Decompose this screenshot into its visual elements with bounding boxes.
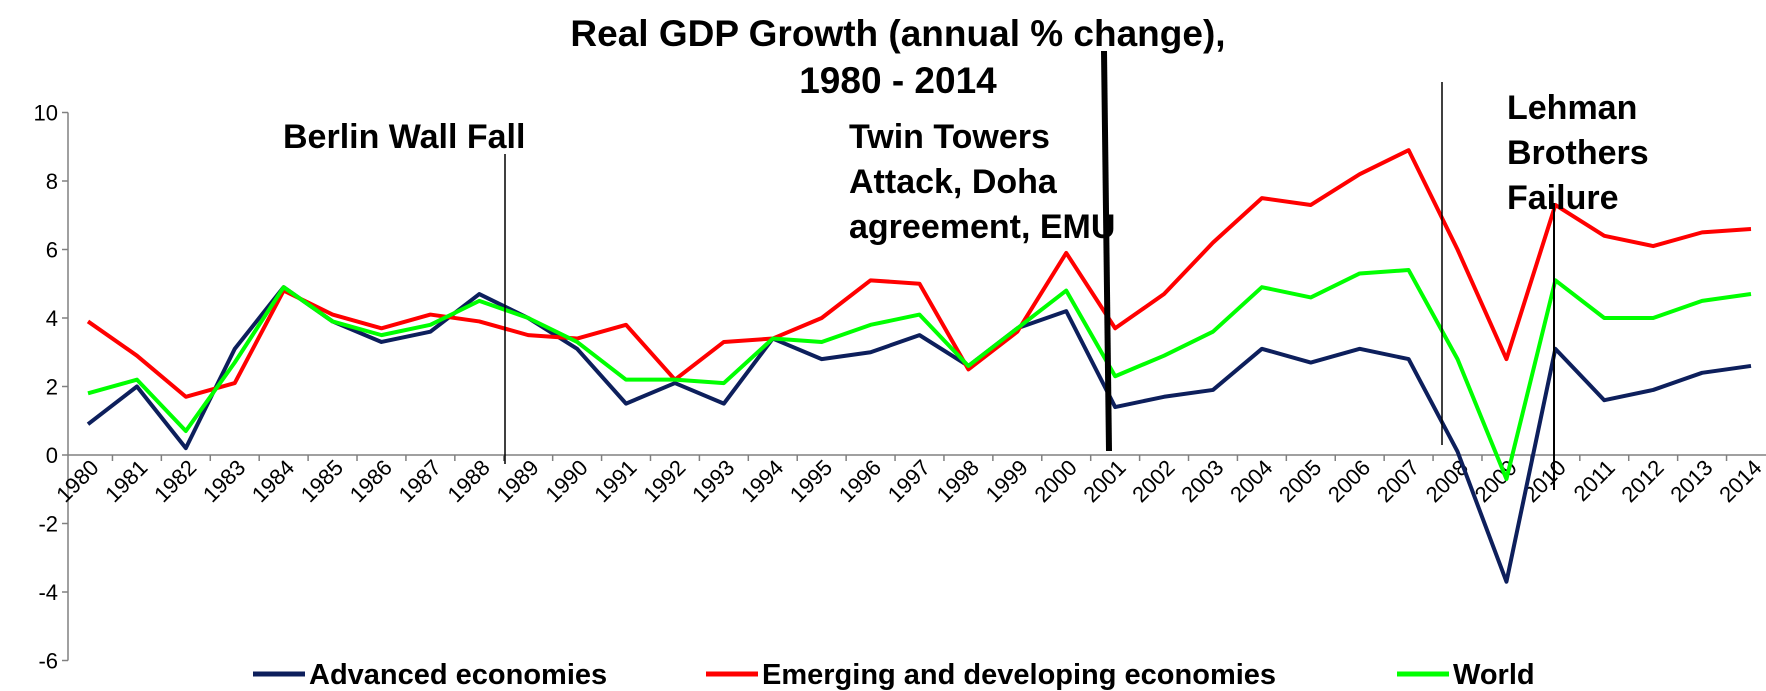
annotation: Twin Towers	[849, 118, 1050, 156]
event-lines	[504, 50, 1555, 490]
x-tick-label: 1999	[981, 455, 1033, 507]
x-tick-label: 2005	[1274, 455, 1326, 507]
x-tick-label: 1995	[785, 455, 837, 507]
event-line	[1101, 50, 1112, 452]
annotation: Attack, Doha	[849, 163, 1058, 201]
annotation: agreement, EMU	[849, 208, 1115, 246]
series-line	[86, 148, 1752, 399]
x-tick-label: 1996	[834, 455, 886, 507]
y-tick-label: 6	[46, 238, 58, 263]
annotation: Berlin Wall Fall	[283, 118, 525, 156]
x-tick-label: 2003	[1176, 455, 1228, 507]
x-tick-label: 2007	[1372, 455, 1424, 507]
x-tick-label: 1991	[589, 455, 641, 507]
x-tick-label: 1997	[883, 455, 935, 507]
x-tick-label: 1992	[638, 455, 690, 507]
x-tick-label: 1990	[540, 455, 592, 507]
x-tick-label: 1994	[736, 455, 788, 507]
x-tick-label: 1981	[100, 455, 152, 507]
x-tick-label: 1989	[491, 455, 543, 507]
y-tick-label: -4	[38, 580, 58, 605]
y-tick-label: -2	[38, 512, 58, 537]
y-tick-label: 10	[34, 101, 58, 126]
legend-label: Advanced economies	[309, 659, 607, 691]
x-tick-label: 1982	[149, 455, 201, 507]
x-tick-label: 2002	[1127, 455, 1179, 507]
x-tick-label: 1998	[932, 455, 984, 507]
legend-label: Emerging and developing economies	[762, 659, 1276, 691]
x-tick-label: 2006	[1323, 455, 1375, 507]
y-tick-label: 2	[46, 375, 58, 400]
x-tick-label: 1987	[394, 455, 446, 507]
x-tick-label: 1984	[247, 455, 299, 507]
x-tick-label: 2001	[1078, 455, 1130, 507]
annotation: Lehman	[1507, 89, 1637, 127]
y-tick-label: 4	[46, 306, 58, 331]
x-tick-label: 1986	[345, 455, 397, 507]
x-tick-label: 2013	[1665, 455, 1717, 507]
x-tick-label: 2012	[1616, 455, 1668, 507]
x-tick-label: 1983	[198, 455, 250, 507]
x-tick-label: 1993	[687, 455, 739, 507]
y-tick-label: -6	[38, 649, 58, 674]
y-tick-label: 0	[46, 443, 58, 468]
chart-title: Real GDP Growth (annual % change),	[570, 13, 1225, 54]
x-tick-label: 2011	[1569, 455, 1620, 506]
y-tick-label: 8	[46, 169, 58, 194]
annotation: Brothers	[1507, 134, 1649, 172]
series-line	[87, 268, 1752, 481]
series-line	[86, 285, 1752, 584]
annotation: Failure	[1507, 179, 1618, 217]
x-tick-label: 2000	[1029, 455, 1081, 507]
x-tick-label: 2008	[1421, 455, 1473, 507]
x-tick-label: 1980	[51, 455, 103, 507]
chart-title: 1980 - 2014	[799, 60, 997, 101]
x-tick-label: 2004	[1225, 455, 1277, 507]
x-tick-label: 2014	[1714, 455, 1766, 507]
x-tick-label: 1988	[443, 455, 495, 507]
x-tick-label: 1985	[296, 455, 348, 507]
legend-label: World	[1453, 659, 1535, 691]
